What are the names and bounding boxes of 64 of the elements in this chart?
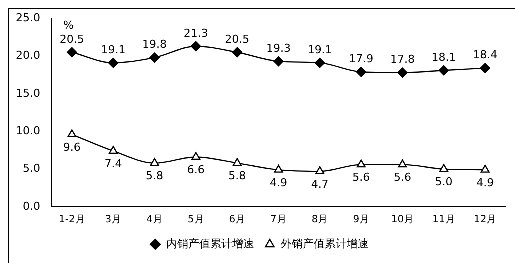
- point: [480, 164, 490, 173]
- data-label: 19.1: [101, 43, 126, 56]
- data-label: 17.9: [349, 52, 374, 66]
- legend-label: 内销产值累计增速: [166, 237, 254, 250]
- data-label: 18.4: [473, 48, 498, 62]
- data-label: 5.8: [146, 170, 164, 183]
- x-tick-label: 7月: [270, 214, 287, 226]
- data-label: 4.9: [476, 176, 494, 190]
- data-label: 18.1: [432, 50, 456, 64]
- point: [398, 68, 408, 78]
- x-tick-label: 12月: [474, 214, 497, 226]
- data-label: 5.6: [394, 171, 412, 184]
- point: [356, 67, 366, 78]
- point: [150, 158, 160, 166]
- point: [274, 164, 284, 173]
- data-label: 9.6: [63, 141, 81, 154]
- data-label: 21.3: [184, 26, 208, 40]
- point: [232, 158, 242, 166]
- x-tick-label: 10月: [391, 214, 414, 226]
- data-label: 19.3: [266, 42, 291, 55]
- x-tick-label: 8月: [312, 214, 328, 226]
- point: [108, 146, 118, 154]
- y-tick-label: 10.0: [16, 124, 40, 138]
- x-tick-label: 1-2月: [58, 214, 86, 226]
- data-label: 20.5: [225, 32, 250, 46]
- x-tick-label: 4月: [146, 214, 163, 226]
- data-label: 7.4: [104, 158, 122, 171]
- data-label: 19.8: [142, 38, 168, 52]
- data-label: 20.5: [60, 32, 84, 46]
- data-label: 5.6: [352, 171, 370, 184]
- data-label: 17.8: [390, 53, 415, 66]
- point: [191, 41, 202, 52]
- data-label: 6.6: [187, 164, 205, 177]
- x-tick-label: 6月: [229, 214, 246, 226]
- y-tick-label: 0.0: [22, 200, 40, 213]
- point: [232, 47, 243, 58]
- data-label: 4.9: [270, 176, 288, 190]
- point: [274, 56, 284, 67]
- point: [440, 164, 449, 172]
- legend-label: 外销产值累计增速: [281, 237, 369, 250]
- x-tick-label: 3月: [105, 214, 122, 226]
- point: [150, 52, 160, 63]
- y-tick-label: 25.0: [16, 11, 40, 24]
- point: [314, 58, 326, 68]
- y-tick-label: 15.0: [16, 86, 40, 100]
- data-label: 19.1: [308, 43, 332, 56]
- point: [316, 166, 325, 174]
- point: [480, 63, 490, 74]
- point: [398, 160, 408, 168]
- point: [67, 47, 78, 58]
- point: [192, 152, 201, 160]
- x-tick-label: 5月: [188, 214, 204, 226]
- y-tick-label: 5.0: [22, 162, 40, 176]
- x-tick-label: 9月: [353, 214, 370, 226]
- data-label: 4.7: [311, 178, 329, 191]
- point: [68, 130, 77, 138]
- point: [356, 160, 366, 168]
- point: [438, 66, 450, 76]
- data-label: 5.0: [435, 176, 453, 189]
- y-tick-label: 20.0: [16, 49, 40, 62]
- x-tick-label: 11月: [432, 214, 456, 226]
- y-axis-title: %: [63, 18, 74, 32]
- data-label: 5.8: [228, 170, 246, 183]
- point: [108, 58, 119, 68]
